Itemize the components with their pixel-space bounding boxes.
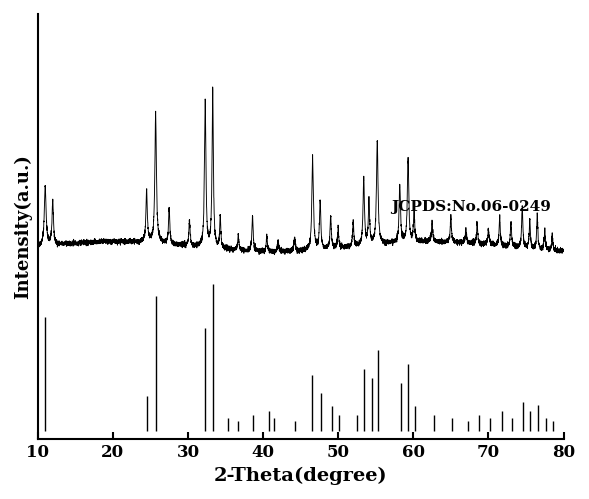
Text: JCPDS:No.06-0249: JCPDS:No.06-0249 xyxy=(391,200,551,214)
Y-axis label: Intensity(a.u.): Intensity(a.u.) xyxy=(14,154,32,299)
X-axis label: 2-Theta(degree): 2-Theta(degree) xyxy=(214,467,388,485)
